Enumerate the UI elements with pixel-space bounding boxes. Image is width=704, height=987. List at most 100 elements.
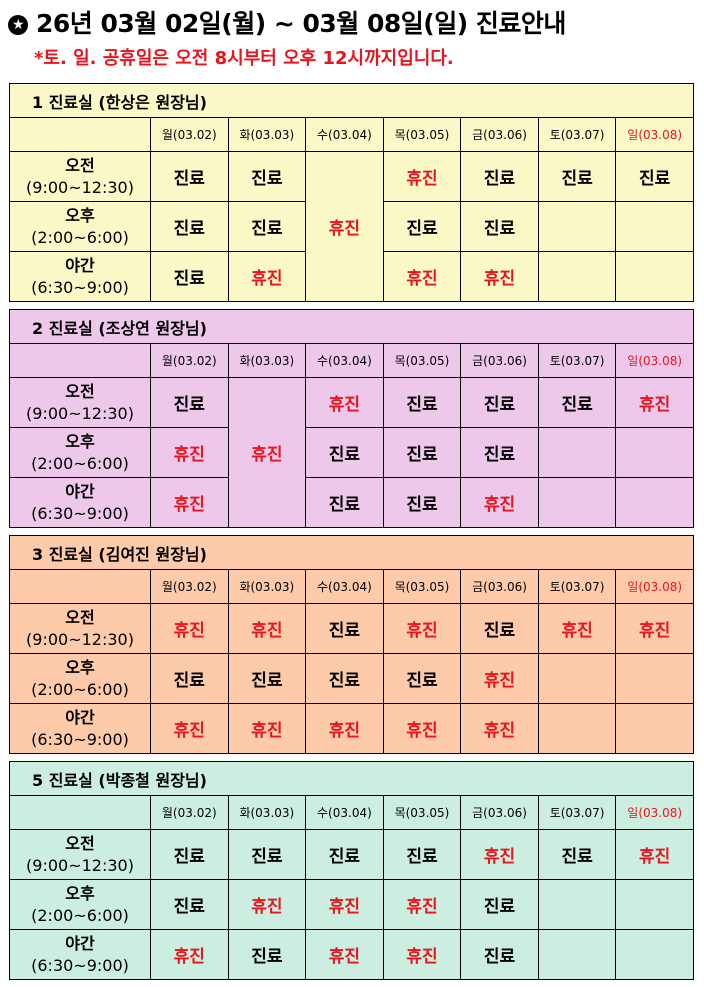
schedule-cell: 휴진 bbox=[615, 603, 694, 654]
table-row: 야간 (6:30~9:00) 휴진 진료 휴진 휴진 진료 bbox=[9, 929, 694, 980]
table-row: 오후 (2:00~6:00) 진료 휴진 휴진 휴진 진료 bbox=[9, 879, 694, 930]
time-slot: 오전 (9:00~12:30) bbox=[9, 603, 151, 654]
schedule-cell: 진료 bbox=[227, 829, 307, 880]
star-circle-icon: ★ bbox=[8, 15, 28, 35]
slot-time: (6:30~9:00) bbox=[31, 277, 129, 297]
table-row: 야간 (6:30~9:00) 휴진 진료 진료 휴진 bbox=[9, 477, 694, 528]
table-row: 오전 (9:00~12:30) 진료 휴진 휴진 진료 진료 진료 휴진 bbox=[9, 377, 694, 528]
corner-cell bbox=[9, 343, 151, 378]
day-header: 목(03.05) bbox=[382, 795, 462, 830]
slot-name: 오전 bbox=[65, 607, 95, 627]
day-header: 월(03.02) bbox=[150, 569, 229, 604]
schedule-cell: 진료 bbox=[382, 201, 462, 252]
schedule-cell: 휴진 bbox=[305, 151, 384, 302]
time-slot: 오전 (9:00~12:30) bbox=[9, 829, 151, 880]
room-schedule-table: 5 진료실 (박종철 원장님) 월(03.02) 화(03.03) 수(03.04) 목… bbox=[9, 761, 694, 980]
schedule-cell bbox=[615, 201, 694, 252]
day-header: 화(03.03) bbox=[227, 569, 307, 604]
schedule-cell: 휴진 bbox=[460, 477, 539, 528]
room-schedule-table: 1 진료실 (한상은 원장님) 월(03.02) 화(03.03) 수(03.04) 목… bbox=[9, 83, 694, 302]
schedule-cell bbox=[537, 929, 617, 980]
slot-time: (6:30~9:00) bbox=[31, 955, 129, 975]
time-slot: 오전 (9:00~12:30) bbox=[9, 377, 151, 428]
schedule-cell: 진료 bbox=[382, 477, 462, 528]
schedule-cell: 휴진 bbox=[460, 251, 539, 302]
schedule-cell: 진료 bbox=[460, 879, 539, 930]
slot-name: 오전 bbox=[65, 833, 95, 853]
schedule-cell: 휴진 bbox=[382, 703, 462, 754]
time-slot: 오전 (9:00~12:30) bbox=[9, 151, 151, 202]
day-header: 일(03.08) bbox=[615, 343, 694, 378]
schedule-cell: 진료 bbox=[615, 151, 694, 202]
schedule-cell: 진료 bbox=[150, 879, 229, 930]
schedule-cell: 진료 bbox=[537, 829, 617, 880]
day-header: 토(03.07) bbox=[537, 343, 617, 378]
day-header: 수(03.04) bbox=[305, 569, 384, 604]
day-header: 수(03.04) bbox=[305, 117, 384, 152]
slot-name: 오전 bbox=[65, 381, 95, 401]
slot-name: 오전 bbox=[65, 155, 95, 175]
schedule-cell bbox=[615, 477, 694, 528]
schedule-cell bbox=[537, 653, 617, 704]
schedule-cell: 휴진 bbox=[150, 703, 229, 754]
schedule-cell: 진료 bbox=[305, 829, 384, 880]
schedule-cell: 휴진 bbox=[382, 879, 462, 930]
table-row: 오전 (9:00~12:30) 진료 진료 진료 진료 휴진 진료 휴진 bbox=[9, 829, 694, 880]
day-header: 월(03.02) bbox=[150, 343, 229, 378]
schedule-cell: 진료 bbox=[537, 151, 617, 202]
schedule-cell: 휴진 bbox=[150, 603, 229, 654]
slot-time: (2:00~6:00) bbox=[31, 227, 129, 247]
room-title: 2 진료실 (조상연 원장님) bbox=[9, 309, 694, 344]
schedule-cell: 휴진 bbox=[615, 377, 694, 428]
slot-name: 야간 bbox=[65, 707, 95, 727]
slot-time: (9:00~12:30) bbox=[26, 855, 134, 875]
corner-cell bbox=[9, 795, 151, 830]
schedule-cell: 진료 bbox=[460, 151, 539, 202]
schedule-cell: 진료 bbox=[460, 603, 539, 654]
slot-name: 야간 bbox=[65, 481, 95, 501]
schedule-cell: 휴진 bbox=[382, 929, 462, 980]
slot-name: 야간 bbox=[65, 933, 95, 953]
schedule-cell bbox=[537, 879, 617, 930]
time-slot: 오후 (2:00~6:00) bbox=[9, 427, 151, 478]
corner-cell bbox=[9, 117, 151, 152]
schedule-cell bbox=[537, 201, 617, 252]
schedule-cell: 진료 bbox=[227, 653, 307, 704]
room-schedule-table: 3 진료실 (김여진 원장님) 월(03.02) 화(03.03) 수(03.04) 목… bbox=[9, 535, 694, 754]
day-header: 월(03.02) bbox=[150, 117, 229, 152]
schedule-cell: 휴진 bbox=[460, 703, 539, 754]
schedule-cell: 휴진 bbox=[150, 427, 229, 478]
time-slot: 야간 (6:30~9:00) bbox=[9, 703, 151, 754]
schedule-cell: 휴진 bbox=[227, 251, 307, 302]
day-header: 금(03.06) bbox=[460, 343, 539, 378]
day-header: 화(03.03) bbox=[227, 795, 307, 830]
slot-time: (9:00~12:30) bbox=[26, 629, 134, 649]
schedule-cell: 진료 bbox=[227, 151, 307, 202]
schedule-cell: 진료 bbox=[305, 427, 384, 478]
day-header: 일(03.08) bbox=[615, 117, 694, 152]
schedule-cell bbox=[615, 653, 694, 704]
day-header: 토(03.07) bbox=[537, 117, 617, 152]
schedule-cell: 진료 bbox=[227, 201, 307, 252]
schedule-cell: 진료 bbox=[460, 201, 539, 252]
title-text: 26년 03월 02일(월) ~ 03월 08일(일) 진료안내 bbox=[36, 9, 566, 38]
schedule-cell: 휴진 bbox=[460, 653, 539, 704]
slot-name: 오후 bbox=[65, 205, 95, 225]
time-slot: 오후 (2:00~6:00) bbox=[9, 879, 151, 930]
slot-time: (2:00~6:00) bbox=[31, 905, 129, 925]
day-header: 화(03.03) bbox=[227, 117, 307, 152]
table-row: 야간 (6:30~9:00) 진료 휴진 휴진 휴진 bbox=[9, 251, 694, 302]
schedule-cell: 휴진 bbox=[460, 829, 539, 880]
schedule-cell: 휴진 bbox=[382, 603, 462, 654]
schedule-cell: 진료 bbox=[537, 377, 617, 428]
schedule-cell: 진료 bbox=[150, 829, 229, 880]
day-header: 금(03.06) bbox=[460, 117, 539, 152]
table-row: 오전 (9:00~12:30) 진료 진료 휴진 휴진 진료 진료 진료 bbox=[9, 151, 694, 302]
schedule-cell: 휴진 bbox=[305, 879, 384, 930]
schedule-cell: 진료 bbox=[150, 201, 229, 252]
schedule-cell: 진료 bbox=[150, 251, 229, 302]
time-slot: 야간 (6:30~9:00) bbox=[9, 929, 151, 980]
schedule-cell bbox=[615, 427, 694, 478]
schedule-cell: 휴진 bbox=[382, 151, 462, 202]
time-slot: 오후 (2:00~6:00) bbox=[9, 201, 151, 252]
